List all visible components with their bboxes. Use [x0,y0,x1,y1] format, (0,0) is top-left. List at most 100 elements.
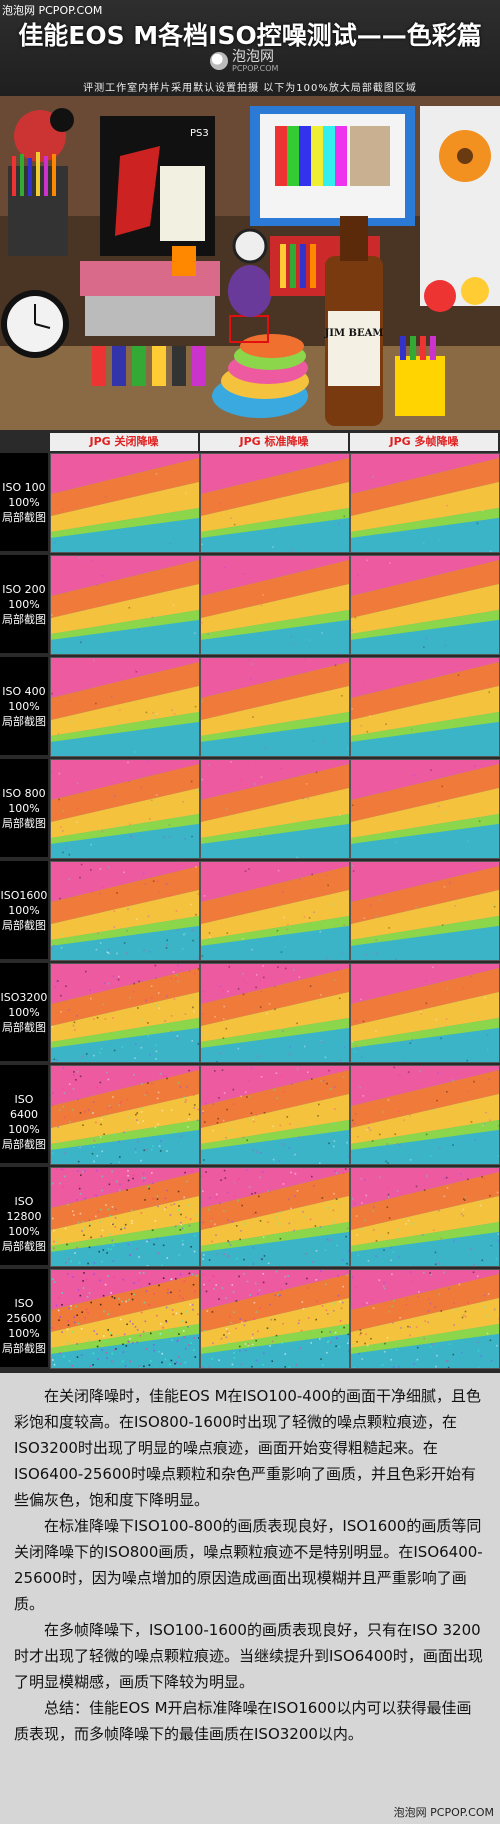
noise-grain [233,1195,236,1198]
noise-grain [333,1192,335,1195]
noise-grain [485,1111,487,1114]
noise-grain [473,1080,475,1083]
noise-grain [101,574,104,577]
noise-grain [147,1082,149,1084]
color-band-5 [351,1334,499,1368]
noise-grain [107,1313,109,1316]
noise-grain [142,1272,145,1274]
color-band-3 [51,584,199,634]
noise-grain [398,1365,400,1368]
row-label-5: ISO1600 100% 局部截图 [0,861,48,959]
noise-grain [175,1312,178,1315]
noise-grain [104,1115,107,1117]
noise-grain [329,1331,332,1333]
noise-grain [388,927,390,929]
noise-grain [357,1254,360,1257]
noise-grain [66,1328,69,1331]
noise-grain [51,536,53,538]
noise-grain [123,1333,126,1336]
noise-grain [61,1292,64,1294]
noise-grain [166,995,168,998]
noise-grain [294,1172,297,1175]
noise-grain [62,1087,65,1090]
noise-grain [170,977,173,979]
noise-grain [262,1236,265,1238]
noise-grain [194,632,196,634]
noise-grain [242,938,244,940]
noise-grain [143,1149,145,1152]
noise-grain [221,1069,224,1071]
noise-grain [327,884,329,887]
noise-grain [321,1041,324,1043]
noise-grain [345,1235,347,1238]
noise-grain [277,1293,280,1296]
noise-grain [396,1142,399,1145]
noise-grain [107,1107,109,1110]
noise-grain [174,1362,176,1365]
noise-grain [134,1057,136,1059]
color-band-3 [51,890,199,940]
noise-grain [382,1285,385,1288]
noise-grain [159,1333,162,1336]
noise-grain [77,1221,79,1224]
noise-grain [411,1039,413,1041]
noise-grain [164,1020,166,1022]
color-band-4 [201,1120,349,1150]
noise-grain [134,1148,137,1150]
noise-grain [192,1308,194,1311]
noise-grain [242,1136,245,1139]
noise-grain [352,1343,354,1346]
color-band-1 [51,1168,199,1208]
noise-grain [103,1133,105,1135]
noise-grain [92,1111,94,1114]
noise-grain [490,1245,492,1248]
noise-grain [170,1291,172,1294]
noise-grain [93,1160,95,1163]
noise-grain [392,1251,394,1253]
noise-grain [448,1287,450,1290]
noise-grain [201,700,203,702]
noise-grain [207,633,209,635]
noise-grain [191,1040,193,1042]
noise-grain [360,1332,362,1334]
noise-grain [196,1119,199,1122]
noise-grain [281,1342,283,1344]
noise-grain [126,1323,128,1326]
noise-grain [107,951,109,954]
noise-grain [176,1038,179,1040]
noise-grain [201,1033,204,1036]
noise-grain [472,1271,475,1274]
crop-note: 局部截图 [2,1021,46,1034]
color-band-5 [201,1232,349,1266]
noise-grain [208,763,210,766]
noise-grain [92,1018,95,1020]
noise-grain [188,1224,191,1227]
noise-grain [218,1097,220,1099]
noise-grain [108,948,110,951]
noise-grain [343,1046,346,1049]
noise-grain [274,1234,277,1236]
iso-label: ISO 800 [2,787,46,800]
noise-grain [232,1291,235,1293]
noise-grain [351,551,353,552]
noise-grain [155,1004,158,1007]
noise-grain [153,1344,155,1346]
noise-grain [340,952,343,954]
noise-grain [361,1228,363,1231]
column-header-1: JPG 关闭降噪 [50,433,198,451]
color-band-4 [201,1324,349,1354]
noise-grain [276,929,279,932]
noise-grain [365,1333,367,1336]
noise-grain [253,1318,256,1320]
color-band-1 [201,964,349,1004]
noise-grain [497,1233,499,1235]
noise-grain [244,1091,247,1094]
noise-grain [107,1078,110,1081]
noise-grain [136,1112,138,1114]
noise-grain [157,1205,159,1208]
noise-grain [326,1238,329,1241]
noise-grain [436,1099,438,1102]
noise-grain [213,1287,215,1290]
crayons [280,244,316,288]
noise-grain [53,944,55,947]
